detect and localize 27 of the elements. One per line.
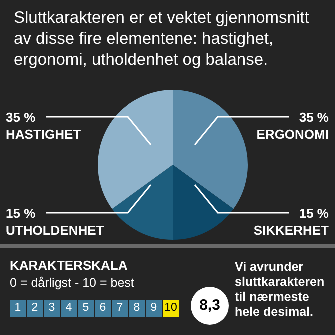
data-label: 35 %	[299, 110, 330, 125]
text: 5	[78, 300, 94, 317]
text: 6	[95, 300, 111, 317]
data-label: 15 %	[6, 206, 36, 221]
pie-slice	[112, 165, 173, 240]
text: Vi avrunder sluttkarakteren til nærmeste hele desimal.	[235, 260, 326, 320]
text: 0 = dårligst - 10 = best	[10, 276, 134, 290]
data-label: 35 %	[6, 110, 36, 125]
text: 8	[129, 300, 145, 317]
slice-label: SIKKERHET	[254, 223, 330, 238]
slice-label: HASTIGHET	[6, 127, 82, 142]
data-label: 15 %	[299, 206, 330, 221]
pie-slice	[173, 90, 248, 210]
pie-slice	[98, 90, 173, 210]
text: 3	[44, 300, 60, 317]
text: 7	[112, 300, 128, 317]
text: 4	[61, 300, 77, 317]
text: 1	[10, 300, 26, 317]
text: KARAKTERSKALA	[10, 258, 128, 273]
text: 10	[163, 300, 179, 317]
slice-label: UTHOLDENHET	[6, 223, 104, 238]
text: 9	[146, 300, 162, 317]
text: 2	[27, 300, 43, 317]
pie-slice	[173, 165, 234, 240]
slice-label: ERGONOMI	[256, 127, 329, 142]
text: 8,3	[191, 287, 229, 325]
chart-title: Sluttkarakteren er et vektet gjennomsnitt av disse fire elementene: hastighet, ergonomi, utholdenhet og balanse.	[14, 8, 310, 71]
